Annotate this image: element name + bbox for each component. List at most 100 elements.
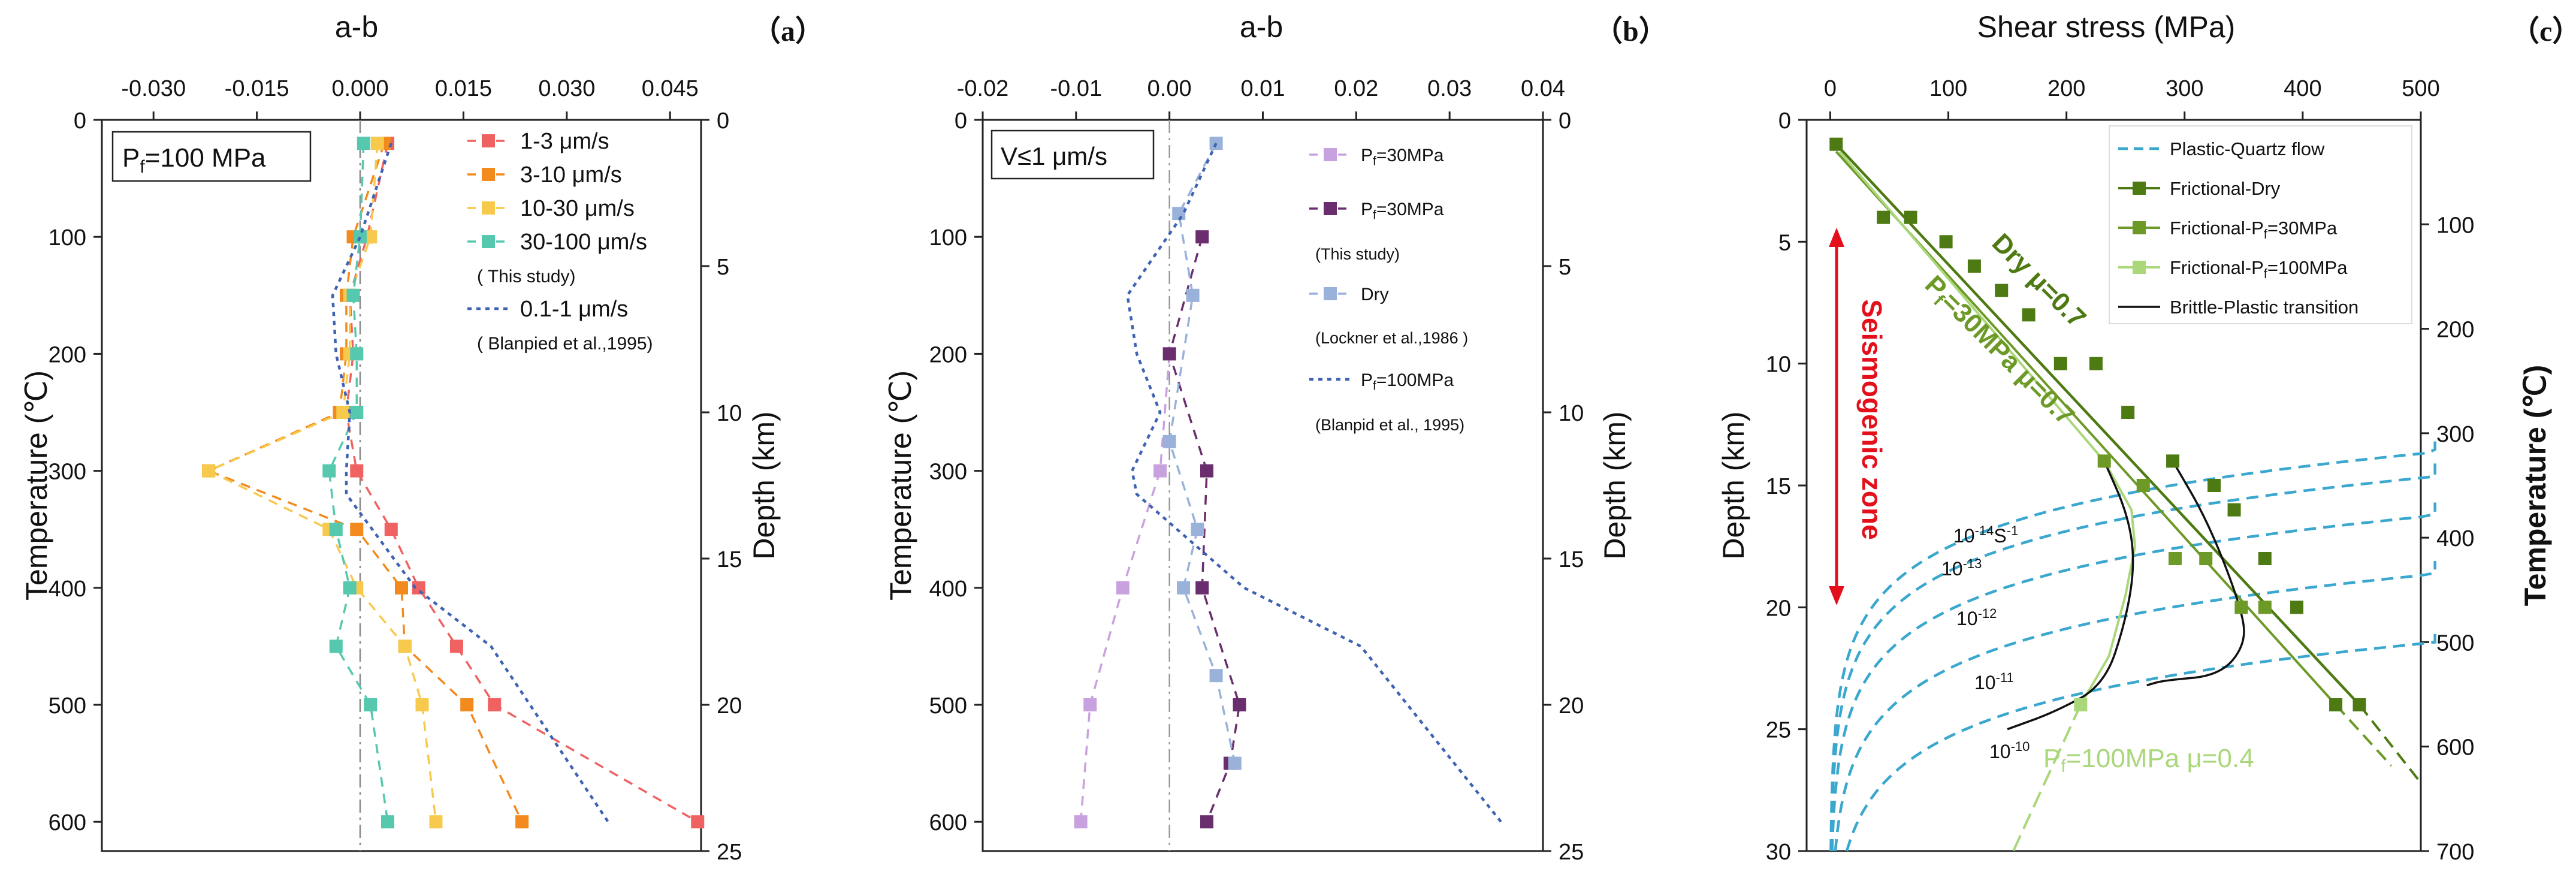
panel-b-y2label: Depth (km): [1598, 411, 1632, 559]
x-tick-label: 100: [1929, 76, 1967, 101]
legend-marker: [482, 201, 495, 215]
panel-a-series-point: [364, 698, 378, 711]
y-tick-label: 600: [49, 810, 86, 835]
plastic-flow-curve: [1831, 502, 2436, 852]
panel-a-series-point: [364, 230, 378, 244]
panel-a-series-point: [357, 137, 370, 150]
x-tick-label: 0.030: [538, 76, 595, 101]
y-tick-label: 500: [49, 693, 86, 719]
panel-b-series-line: [1168, 143, 1236, 764]
y2-tick-label: 10: [1559, 401, 1584, 426]
y-tick-label: 400: [929, 577, 967, 602]
frictional-dry-line: [1835, 143, 2361, 706]
panel-b-label: （b）: [1594, 16, 1668, 47]
panel-b-series-point: [1200, 464, 1213, 478]
legend-label: Dry: [1361, 285, 1389, 304]
x-tick-label: 300: [2166, 76, 2203, 101]
panel-a-series-point: [322, 464, 336, 478]
y-tick-label: 300: [929, 460, 967, 485]
y-tick-label: 0: [955, 108, 967, 134]
panel-b-series-line: [1168, 236, 1241, 822]
panel-a-series-point: [429, 815, 443, 829]
panel-b-series-point: [1162, 435, 1176, 448]
legend-label: 10-30 μm/s: [520, 196, 635, 221]
y-tick-label: 20: [1766, 596, 1791, 621]
panel-b-series-point: [1083, 698, 1097, 711]
panel-c: Shear stress (MPa) （c） Depth (km) Temper…: [1717, 10, 2576, 865]
y-tick-label: 30: [1766, 840, 1791, 865]
y2-tick-label: 200: [2436, 318, 2474, 343]
panel-a-series-point: [202, 464, 216, 478]
panel-a-series-line: [345, 143, 699, 823]
y-tick-label: 5: [1778, 230, 1791, 255]
frictional-pf30-point: [2258, 601, 2272, 614]
legend-marker: [1324, 202, 1337, 215]
frictional-dry-point: [2053, 357, 2067, 370]
y2-tick-label: 25: [1559, 840, 1584, 865]
pf100-annotation: Pf=100MPa μ=0.4: [2043, 744, 2254, 776]
panel-a-ylabel: Temperature (℃): [20, 370, 53, 601]
plastic-flow-curve: [1845, 629, 2436, 852]
legend-label: Frictional-Dry: [2170, 178, 2281, 199]
panel-a-series-point: [350, 523, 364, 536]
strain-rate-label: 10-11: [1974, 670, 2014, 693]
legend-label: Pf=30MPa: [1361, 146, 1444, 168]
legend-label: Brittle-Plastic transition: [2170, 297, 2358, 318]
panel-b-series-point: [1228, 756, 1242, 770]
frictional-dry-extension: [2358, 704, 2422, 784]
legend-label: 1-3 μm/s: [520, 129, 609, 154]
y2-tick-label: 25: [717, 840, 742, 865]
legend-marker: [2133, 261, 2146, 274]
panel-a-series-line: [328, 143, 389, 822]
panel-b-condition-box: [990, 129, 1155, 180]
legend-label: 0.1-1 μm/s: [520, 297, 628, 322]
strain-rate-label: 10-12: [1956, 606, 1997, 629]
y-tick-label: 25: [1766, 718, 1791, 743]
legend-label: 30-100 μm/s: [520, 230, 647, 255]
y2-tick-label: 20: [717, 693, 742, 719]
y2-tick-label: 500: [2436, 630, 2474, 656]
panel-a: a-b （a） Temperature (℃) Depth (km) -0.03…: [20, 10, 824, 865]
legend-marker: [482, 134, 495, 147]
panel-c-label: （c）: [2511, 16, 2576, 47]
x-tick-label: 0.01: [1241, 76, 1285, 101]
panel-b-frame: [982, 119, 1544, 852]
panel-b-series-point: [1074, 815, 1088, 829]
y-tick-label: 10: [1766, 352, 1791, 378]
panel-a-series-point: [488, 698, 502, 711]
panel-b-series-point: [1195, 581, 1209, 595]
y2-tick-label: 700: [2436, 840, 2474, 865]
frictional-pf30-extension: [2335, 704, 2393, 767]
y2-tick-label: 20: [1559, 693, 1584, 719]
panel-c-xlabel: Shear stress (MPa): [1977, 10, 2236, 44]
y-tick-label: 300: [49, 460, 86, 485]
dry-annotation: Dry μ=0.7: [1986, 228, 2092, 333]
y-tick-label: 0: [74, 108, 86, 134]
y2-tick-label: 400: [2436, 526, 2474, 551]
legend-marker: [1324, 148, 1337, 161]
panel-b-series-point: [1116, 581, 1130, 595]
x-tick-label: -0.015: [225, 76, 289, 101]
y2-tick-label: 15: [717, 547, 742, 572]
panel-a-series-point: [415, 698, 429, 711]
frictional-pf100-extension: [2012, 704, 2082, 852]
frictional-dry-point: [1904, 210, 1917, 224]
panel-b-legend: Pf=30MPa Pf=30MPa (This study) Dry (Lockner …: [1309, 146, 1468, 434]
legend-label: Frictional-Pf=100MPa: [2170, 257, 2348, 281]
panel-a-series-point: [691, 815, 705, 829]
frictional-dry-point: [1877, 210, 1891, 224]
frictional-dry-point: [2166, 454, 2180, 468]
panel-a-series-point: [384, 523, 398, 536]
panel-b-condition-text: V≤1 μm/s: [1001, 142, 1107, 170]
panel-a-series-point: [350, 464, 364, 478]
panel-b-series-line: [1126, 143, 1502, 823]
y2-tick-label: 15: [1559, 547, 1584, 572]
panel-a-series-point: [350, 406, 364, 419]
panel-b-xlabel: a-b: [1240, 10, 1283, 44]
legend-box: [2109, 125, 2412, 324]
panel-a-series-point: [350, 347, 364, 361]
x-tick-label: 0.04: [1521, 76, 1565, 101]
panel-a-series-point: [398, 639, 412, 653]
legend-label: Frictional-Pf=30MPa: [2170, 218, 2338, 242]
